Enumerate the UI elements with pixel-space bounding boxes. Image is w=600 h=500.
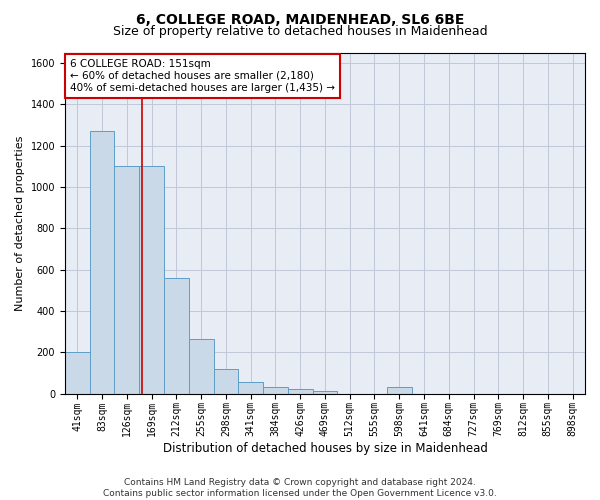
Bar: [238, 382, 263, 394]
Y-axis label: Number of detached properties: Number of detached properties: [15, 136, 25, 310]
X-axis label: Distribution of detached houses by size in Maidenhead: Distribution of detached houses by size …: [163, 442, 487, 455]
Text: 6, COLLEGE ROAD, MAIDENHEAD, SL6 6BE: 6, COLLEGE ROAD, MAIDENHEAD, SL6 6BE: [136, 12, 464, 26]
Bar: [189, 339, 214, 394]
Text: Size of property relative to detached houses in Maidenhead: Size of property relative to detached ho…: [113, 25, 487, 38]
Bar: [89, 131, 115, 394]
Text: 6 COLLEGE ROAD: 151sqm
← 60% of detached houses are smaller (2,180)
40% of semi-: 6 COLLEGE ROAD: 151sqm ← 60% of detached…: [70, 60, 335, 92]
Bar: [387, 388, 412, 394]
Text: Contains HM Land Registry data © Crown copyright and database right 2024.
Contai: Contains HM Land Registry data © Crown c…: [103, 478, 497, 498]
Bar: [214, 369, 238, 394]
Bar: [288, 390, 313, 394]
Bar: [164, 278, 189, 394]
Bar: [313, 392, 337, 394]
Bar: [139, 166, 164, 394]
Bar: [263, 388, 288, 394]
Bar: [115, 166, 139, 394]
Bar: [65, 352, 89, 394]
